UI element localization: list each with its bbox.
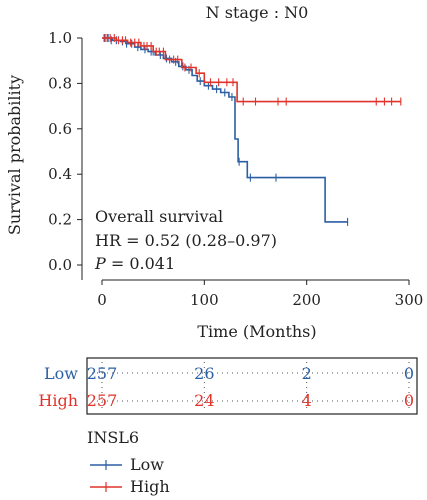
survival-curves xyxy=(102,34,402,226)
x-tick-label: 200 xyxy=(292,291,321,309)
chart-title: N stage : N0 xyxy=(206,3,309,22)
stats-annotation: Overall survival HR = 0.52 (0.28–0.97) P… xyxy=(94,207,277,273)
x-tick-label: 100 xyxy=(190,291,219,309)
risk-cell-low: 26 xyxy=(194,364,214,383)
p-label: P xyxy=(94,254,106,273)
y-tick-label: 0.0 xyxy=(48,256,72,274)
y-tick-label: 1.0 xyxy=(48,29,72,47)
legend-items: Low High xyxy=(90,455,170,496)
risk-row-label-high: High xyxy=(38,391,78,410)
risk-cell-high: 4 xyxy=(302,391,312,410)
risk-cell-high: 24 xyxy=(194,391,214,410)
risk-cell-low: 2 xyxy=(302,364,312,383)
risk-cell-low: 257 xyxy=(87,364,118,383)
x-axis-title: Time (Months) xyxy=(197,322,316,341)
curve-high xyxy=(102,37,401,103)
curve-low xyxy=(102,37,348,223)
risk-table-grid xyxy=(92,362,412,410)
risk-cell-high: 0 xyxy=(404,391,414,410)
y-axis-title: Survival probability xyxy=(5,75,24,235)
p-value: = 0.041 xyxy=(106,254,175,273)
legend-label-high: High xyxy=(130,477,170,496)
risk-table-frame xyxy=(86,357,418,415)
annotation-overall-survival: Overall survival xyxy=(95,207,223,226)
y-tick-label: 0.8 xyxy=(48,74,72,92)
legend-label-low: Low xyxy=(130,455,164,474)
plot-axes xyxy=(81,38,409,281)
x-tick-label: 0 xyxy=(97,291,107,309)
annotation-hazard-ratio: HR = 0.52 (0.28–0.97) xyxy=(95,231,277,250)
y-ticks: 0.0 0.2 0.4 0.6 0.8 1.0 xyxy=(48,29,82,274)
risk-table-rows: Low 257 26 2 0 High 257 24 4 0 xyxy=(38,364,414,410)
y-tick-label: 0.6 xyxy=(48,120,72,138)
legend-title: INSL6 xyxy=(87,428,139,447)
legend: INSL6 Low High xyxy=(87,428,170,496)
risk-table: Low 257 26 2 0 High 257 24 4 0 xyxy=(38,357,418,415)
y-tick-label: 0.2 xyxy=(48,211,72,229)
x-tick-label: 300 xyxy=(395,291,424,309)
annotation-p-value: P = 0.041 xyxy=(94,254,175,273)
risk-row-label-low: Low xyxy=(44,364,78,383)
risk-cell-low: 0 xyxy=(404,364,414,383)
x-ticks: 0 100 200 300 xyxy=(97,280,423,309)
y-tick-label: 0.4 xyxy=(48,165,72,183)
risk-cell-high: 257 xyxy=(87,391,118,410)
